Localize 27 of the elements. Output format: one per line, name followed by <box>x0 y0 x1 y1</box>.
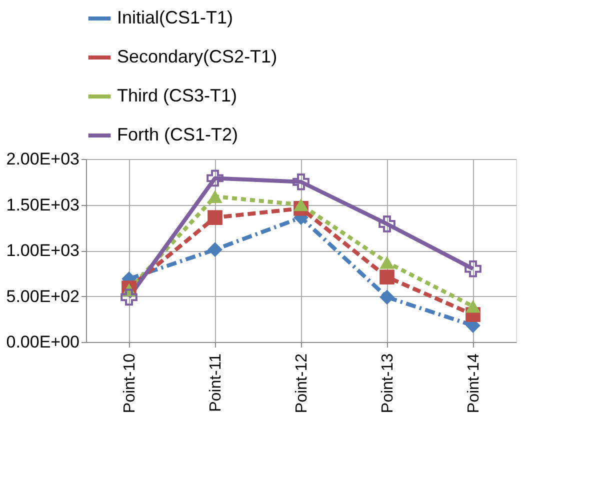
point <box>294 198 308 212</box>
point <box>208 210 222 225</box>
point <box>378 216 396 232</box>
point <box>380 256 394 269</box>
point <box>380 290 394 305</box>
x-tick-label: Point-13 <box>380 353 396 414</box>
y-tick-label: 2.00E+03 <box>6 150 80 168</box>
point <box>464 260 482 278</box>
legend-label: Initial(CS1-T1) <box>117 8 234 28</box>
y-tick-label: 1.50E+03 <box>6 195 80 214</box>
legend-label: Forth (CS1-T2) <box>117 124 238 144</box>
point <box>466 300 480 313</box>
x-tick-label: Point-14 <box>466 353 482 414</box>
x-tick-label: Point-10 <box>122 353 138 414</box>
point <box>380 270 394 284</box>
x-tick-label: Point-11 <box>208 353 224 412</box>
y-tick-label: 0.00E+00 <box>6 332 80 352</box>
y-tick-label: 5.00E+02 <box>6 286 80 306</box>
point <box>292 173 310 190</box>
legend-label: Secondary(CS2-T1) <box>117 46 278 66</box>
point <box>208 190 222 203</box>
point <box>120 288 138 306</box>
point <box>208 242 222 257</box>
point <box>206 170 224 187</box>
legend-label: Third (CS3-T1) <box>117 86 238 106</box>
x-tick-label: Point-12 <box>294 353 310 414</box>
y-tick-label: 1.00E+03 <box>6 241 80 260</box>
